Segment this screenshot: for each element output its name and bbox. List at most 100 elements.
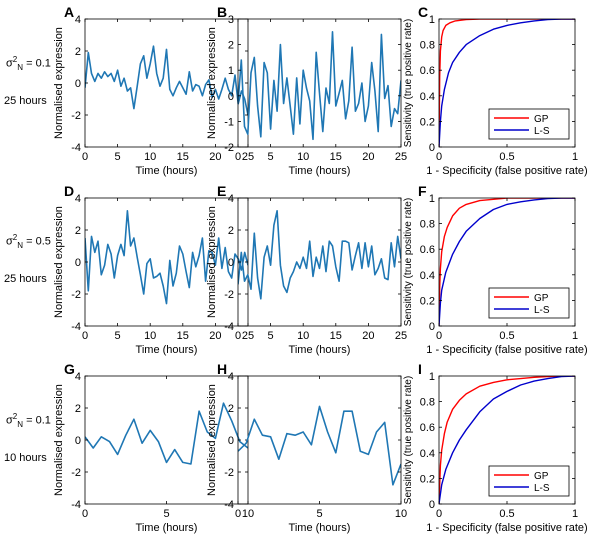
y-tick-label: 0: [75, 435, 81, 447]
sigma-sub: N: [17, 240, 24, 250]
y-tick-label: -2: [71, 289, 81, 301]
y-tick-label: 4: [228, 371, 234, 383]
panel-letter: C: [418, 4, 428, 20]
panel-letter: D: [64, 183, 74, 199]
y-tick-label: 0: [75, 257, 81, 269]
sigma-sub: N: [17, 62, 24, 72]
x-tick-label: 25: [395, 330, 407, 342]
sigma-sup: 2: [12, 55, 18, 64]
x-axis-label: 1 - Specificity (false positive rate): [426, 165, 587, 177]
y-tick-label: 1: [429, 193, 435, 205]
noise-value: = 0.1: [26, 57, 51, 70]
duration-label: 10 hours: [4, 452, 47, 464]
series-line: [439, 19, 575, 147]
noise-value: = 0.5: [26, 235, 51, 248]
y-axis-label: Normalised expression: [53, 384, 65, 496]
x-tick-label: 5: [316, 508, 322, 520]
y-tick-label: 0: [228, 435, 234, 447]
x-tick-label: 0: [82, 151, 88, 163]
y-tick-label: 0.6: [420, 422, 435, 434]
panel-letter: F: [418, 183, 427, 199]
y-tick-label: -4: [224, 499, 234, 511]
x-tick-label: 5: [268, 151, 274, 163]
x-tick-label: 1: [572, 330, 578, 342]
x-tick-label: 1: [572, 151, 578, 163]
x-tick-label: 20: [209, 151, 221, 163]
series-line: [238, 210, 401, 300]
y-tick-label: 0.4: [420, 91, 435, 103]
y-tick-label: 1: [228, 65, 234, 77]
y-tick-label: 0.6: [420, 244, 435, 256]
duration-label: 25 hours: [4, 95, 47, 107]
sigma-sup: 2: [12, 233, 18, 242]
legend-entry: L-S: [534, 126, 550, 137]
x-tick-label: 0: [82, 508, 88, 520]
legend: GPL-S: [488, 108, 570, 140]
x-tick-label: 20: [362, 151, 374, 163]
y-tick-label: 0: [228, 257, 234, 269]
x-tick-label: 5: [115, 330, 121, 342]
y-tick-label: -2: [224, 142, 234, 154]
panel-B: B 0 5 10 15 20 25 -2 -1 0 1 2 3 Time (hours) Normalise…: [206, 4, 407, 177]
y-tick-label: 0.4: [420, 270, 435, 282]
legend-box: [488, 287, 570, 319]
sigma-symbol: σ: [6, 235, 13, 248]
y-axis-label: Normalised expression: [53, 27, 65, 139]
x-tick-label: 0: [235, 151, 241, 163]
x-tick-label: 20: [362, 330, 374, 342]
series-line: [439, 198, 575, 326]
panel-letter: G: [64, 361, 75, 377]
y-tick-label: -2: [71, 110, 81, 122]
x-tick-label: 10: [297, 151, 309, 163]
y-tick-label: 0: [429, 499, 435, 511]
sigma-symbol: σ: [6, 414, 13, 427]
x-tick-label: 0: [235, 508, 241, 520]
panel-E: E 0 5 10 15 20 25 -4 -2 0 2 4 Time (hours) Normalised…: [206, 183, 407, 356]
y-tick-label: 2: [75, 225, 81, 237]
y-tick-label: 4: [75, 14, 81, 26]
x-axis-label: Time (hours): [136, 522, 198, 534]
series-line: [85, 402, 248, 465]
panel-letter: H: [217, 361, 227, 377]
axes-box: [237, 18, 402, 148]
x-tick-label: 15: [177, 151, 189, 163]
y-tick-label: 2: [75, 403, 81, 415]
x-axis-label: 1 - Specificity (false positive rate): [426, 522, 587, 534]
x-tick-label: 10: [144, 330, 156, 342]
y-tick-label: 0.2: [420, 295, 435, 307]
legend-entry: GP: [534, 293, 549, 304]
y-tick-label: -2: [224, 467, 234, 479]
legend: GPL-S: [488, 287, 570, 319]
sigma-sup: 2: [12, 412, 18, 421]
x-tick-label: 25: [242, 151, 254, 163]
x-axis-label: Time (hours): [289, 522, 351, 534]
x-tick-label: 10: [144, 151, 156, 163]
panel-I: I 0 0.5 1 0 0.2 0.4 0.6 0.8 1 1 - Specificity (fal…: [403, 361, 588, 534]
x-tick-label: 0: [436, 508, 442, 520]
x-tick-label: 0.5: [499, 330, 514, 342]
noise-variance-label: σ2N = 0.1: [6, 55, 51, 72]
panel-C: C 0 0.5 1 0 0.2 0.4 0.6 0.8 1 1 - Specificity (fal…: [403, 4, 588, 177]
x-tick-label: 15: [177, 330, 189, 342]
panel-letter: I: [418, 361, 422, 377]
axes-box: [237, 197, 402, 327]
axes-box: [84, 375, 249, 505]
y-tick-label: 2: [228, 403, 234, 415]
y-tick-label: 1: [429, 14, 435, 26]
y-tick-label: 0.8: [420, 219, 435, 231]
y-tick-label: 0.8: [420, 40, 435, 52]
noise-variance-label: σ2N = 0.5: [6, 233, 51, 250]
y-axis-label: Sensitivity (true positive rate): [403, 198, 414, 326]
y-tick-label: -4: [71, 142, 81, 154]
duration-label: 25 hours: [4, 273, 47, 285]
x-tick-label: 0: [235, 330, 241, 342]
y-tick-label: 0: [429, 321, 435, 333]
x-axis-label: Time (hours): [289, 165, 351, 177]
noise-value: = 0.1: [26, 414, 51, 427]
y-tick-label: -1: [224, 116, 234, 128]
series-line: [439, 376, 575, 504]
y-axis-label: Normalised expression: [206, 206, 218, 318]
x-tick-label: 15: [330, 151, 342, 163]
